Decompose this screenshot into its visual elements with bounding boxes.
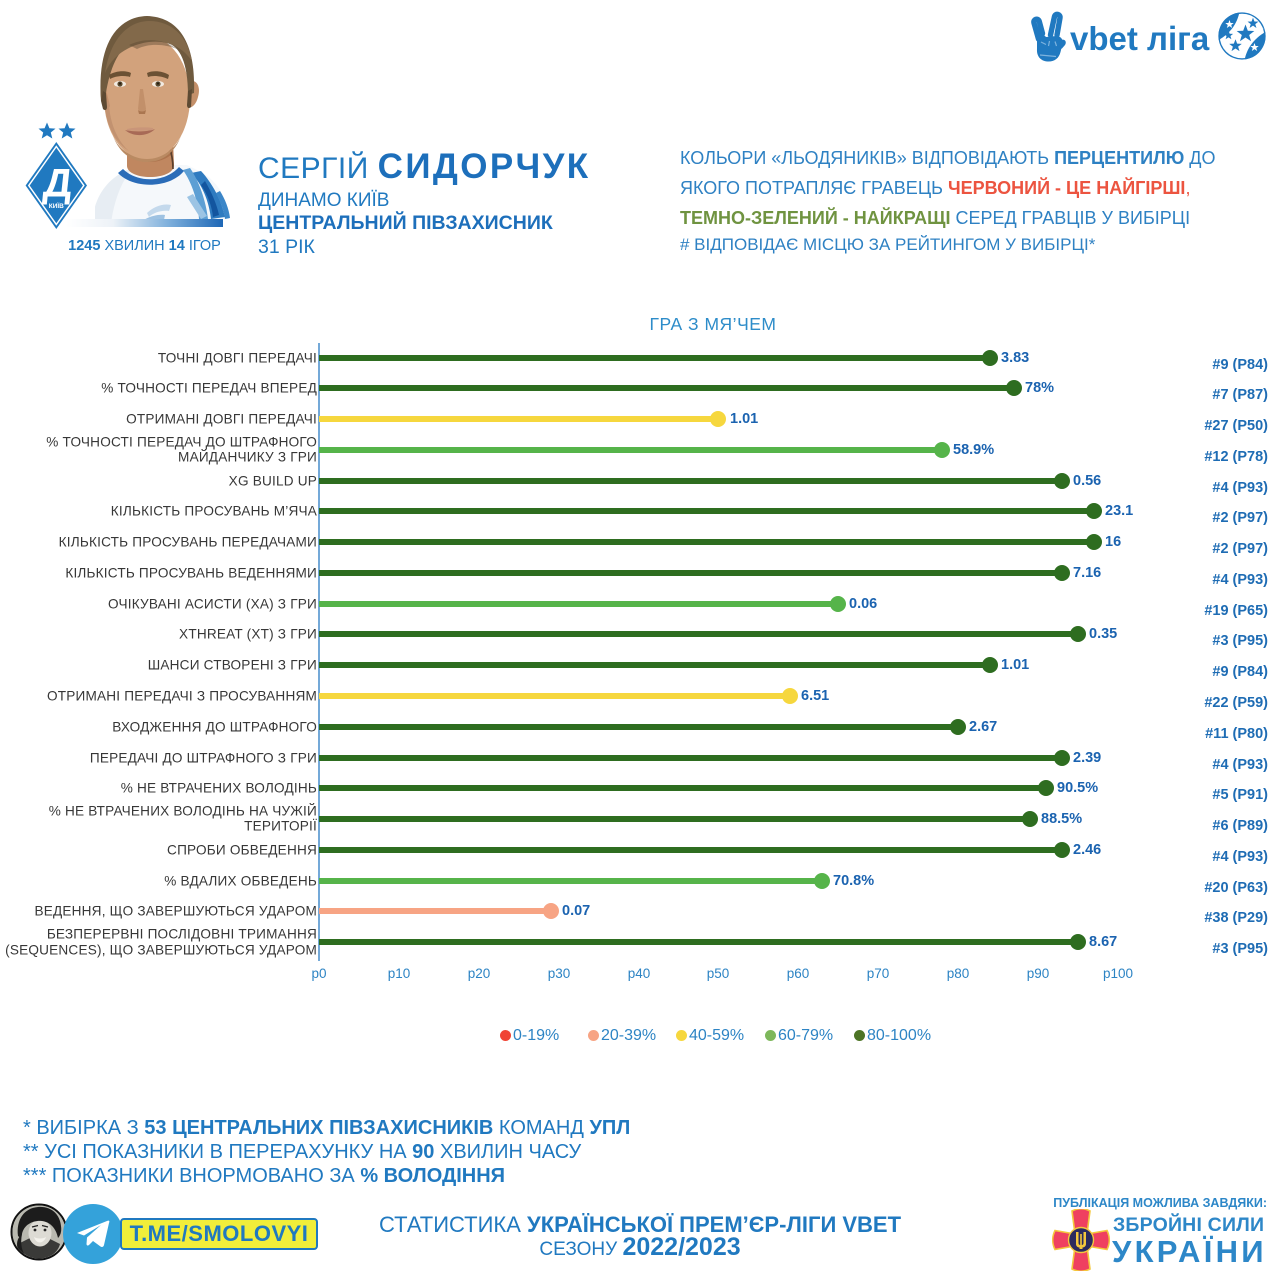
svg-text:КИЇВ: КИЇВ: [49, 202, 64, 210]
svg-text:vbet ліга: vbet ліга: [1070, 20, 1210, 57]
svg-text:Д: Д: [41, 162, 74, 206]
